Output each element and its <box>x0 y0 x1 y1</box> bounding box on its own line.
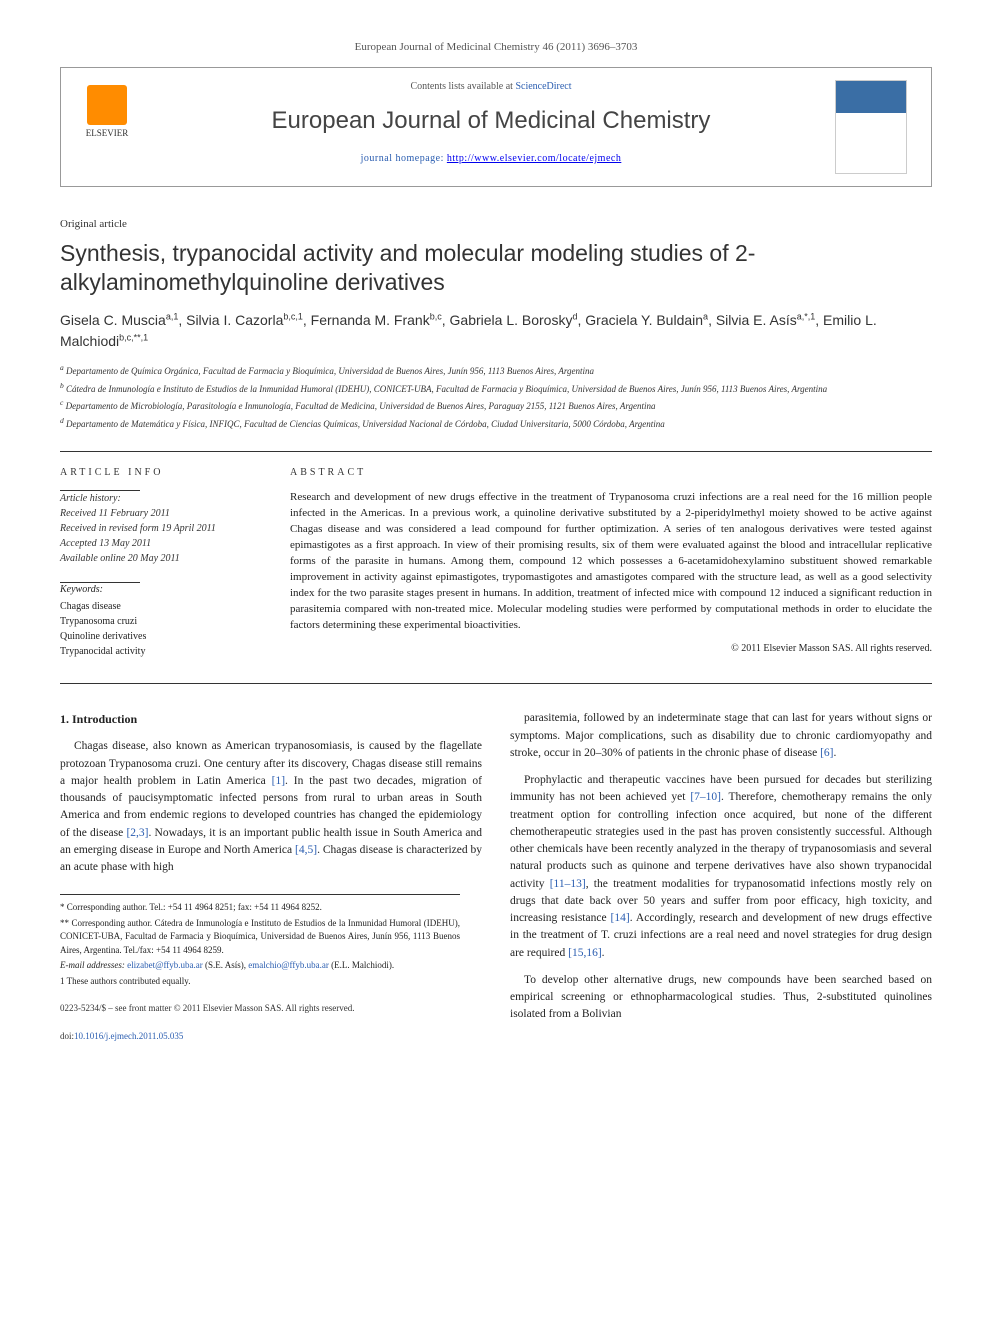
abstract-text: Research and development of new drugs ef… <box>290 490 932 633</box>
article-type: Original article <box>60 217 932 232</box>
keyword: Quinoline derivatives <box>60 629 260 644</box>
affiliation-line: d Departamento de Matemática y Física, I… <box>60 415 932 432</box>
email-line: E-mail addresses: elizabet@ffyb.uba.ar (… <box>60 959 460 973</box>
article-title: Synthesis, trypanocidal activity and mol… <box>60 239 932 297</box>
body-columns: 1. Introduction Chagas disease, also kno… <box>60 710 932 1043</box>
doi-line: doi:10.1016/j.ejmech.2011.05.035 <box>60 1030 482 1044</box>
body-paragraph: Chagas disease, also known as American t… <box>60 738 482 876</box>
article-info-panel: ARTICLE INFO Article history: Received 1… <box>60 451 260 659</box>
sciencedirect-link[interactable]: ScienceDirect <box>515 81 571 92</box>
email-name-1: (S.E. Asís), <box>203 960 249 970</box>
doi-link[interactable]: 10.1016/j.ejmech.2011.05.035 <box>74 1031 183 1041</box>
abstract-heading: ABSTRACT <box>290 466 932 480</box>
journal-cover <box>835 80 915 174</box>
keyword: Trypanocidal activity <box>60 644 260 659</box>
intro-heading: 1. Introduction <box>60 710 482 728</box>
left-column: 1. Introduction Chagas disease, also kno… <box>60 710 482 1043</box>
keyword: Chagas disease <box>60 599 260 614</box>
email-name-2: (E.L. Malchiodi). <box>329 960 394 970</box>
publisher-name: ELSEVIER <box>86 127 129 140</box>
homepage-prefix: journal homepage: <box>361 153 447 164</box>
emails-label: E-mail addresses: <box>60 960 127 970</box>
equal-contrib: 1 These authors contributed equally. <box>60 975 460 989</box>
cover-thumbnail <box>835 80 907 174</box>
right-column: parasitemia, followed by an indeterminat… <box>510 710 932 1043</box>
citation-line: European Journal of Medicinal Chemistry … <box>60 40 932 55</box>
email-link-1[interactable]: elizabet@ffyb.uba.ar <box>127 960 203 970</box>
footnotes: * Corresponding author. Tel.: +54 11 496… <box>60 894 460 988</box>
doi-label: doi: <box>60 1031 74 1041</box>
homepage-link[interactable]: http://www.elsevier.com/locate/ejmech <box>447 153 621 164</box>
body-paragraph: To develop other alternative drugs, new … <box>510 972 932 1024</box>
keywords-list: Chagas diseaseTrypanosoma cruziQuinoline… <box>60 599 260 659</box>
corr-author-1: * Corresponding author. Tel.: +54 11 496… <box>60 901 460 915</box>
affiliation-line: c Departamento de Microbiología, Parasit… <box>60 397 932 414</box>
info-heading: ARTICLE INFO <box>60 466 260 480</box>
contents-line: Contents lists available at ScienceDirec… <box>147 80 835 94</box>
history-received: Received 11 February 2011 <box>60 506 260 521</box>
author-list: Gisela C. Musciaa,1, Silvia I. Cazorlab,… <box>60 310 932 352</box>
publisher-logo: ELSEVIER <box>77 80 147 144</box>
corr-author-2: ** Corresponding author. Cátedra de Inmu… <box>60 917 460 958</box>
history-online: Available online 20 May 2011 <box>60 551 260 566</box>
article-history: Article history: Received 11 February 20… <box>60 491 260 566</box>
body-paragraph: parasitemia, followed by an indeterminat… <box>510 710 932 762</box>
keyword: Trypanosoma cruzi <box>60 614 260 629</box>
body-paragraph: Prophylactic and therapeutic vaccines ha… <box>510 772 932 962</box>
email-link-2[interactable]: emalchio@ffyb.uba.ar <box>248 960 329 970</box>
elsevier-tree-icon <box>87 85 127 125</box>
affiliation-line: b Cátedra de Inmunología e Instituto de … <box>60 380 932 397</box>
section-divider <box>60 683 932 684</box>
history-revised: Received in revised form 19 April 2011 <box>60 521 260 536</box>
affiliations: a Departamento de Química Orgánica, Facu… <box>60 362 932 431</box>
keywords-label: Keywords: <box>60 583 260 597</box>
copyright-line: © 2011 Elsevier Masson SAS. All rights r… <box>290 642 932 656</box>
journal-title: European Journal of Medicinal Chemistry <box>147 104 835 138</box>
history-accepted: Accepted 13 May 2011 <box>60 536 260 551</box>
history-label: Article history: <box>60 491 260 506</box>
issn-line: 0223-5234/$ – see front matter © 2011 El… <box>60 1002 482 1016</box>
journal-header: ELSEVIER Contents lists available at Sci… <box>60 67 932 187</box>
contents-prefix: Contents lists available at <box>410 81 515 92</box>
homepage-line: journal homepage: http://www.elsevier.co… <box>147 152 835 166</box>
abstract-panel: ABSTRACT Research and development of new… <box>290 466 932 659</box>
affiliation-line: a Departamento de Química Orgánica, Facu… <box>60 362 932 379</box>
